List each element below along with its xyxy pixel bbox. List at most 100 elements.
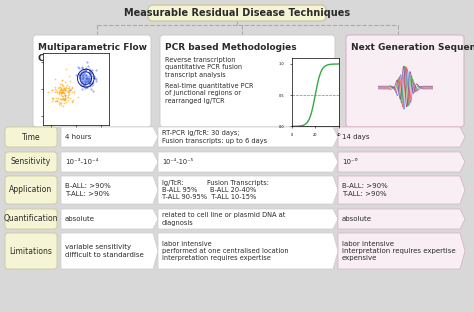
FancyBboxPatch shape	[5, 209, 57, 229]
Point	[75, 73, 82, 78]
Point	[82, 84, 90, 89]
Point	[80, 69, 88, 74]
Point	[84, 79, 91, 84]
Point	[82, 68, 90, 73]
Point	[58, 82, 65, 87]
Point	[80, 75, 87, 80]
Point	[77, 83, 84, 88]
Point	[53, 99, 61, 104]
Point	[69, 99, 76, 104]
Point	[53, 90, 60, 95]
Point	[89, 88, 97, 93]
Point	[48, 98, 55, 103]
Point	[81, 72, 89, 77]
Point	[82, 79, 90, 84]
Polygon shape	[158, 209, 338, 229]
Point	[57, 96, 65, 101]
Point	[77, 69, 85, 74]
Point	[77, 79, 84, 84]
Point	[80, 78, 88, 83]
Point	[69, 97, 76, 102]
Point	[59, 90, 67, 95]
Point	[59, 88, 67, 93]
Point	[81, 79, 89, 84]
Point	[85, 81, 93, 86]
Point	[79, 76, 86, 80]
FancyBboxPatch shape	[346, 35, 464, 127]
Polygon shape	[158, 127, 338, 147]
Point	[79, 75, 86, 80]
Point	[83, 75, 91, 80]
Text: labor intensive
performed at one centralised location
interpretation requires ex: labor intensive performed at one central…	[162, 241, 289, 261]
Point	[58, 87, 65, 92]
Point	[85, 67, 93, 72]
Point	[83, 85, 91, 90]
Polygon shape	[338, 127, 465, 147]
Polygon shape	[61, 127, 158, 147]
Point	[87, 71, 95, 76]
Point	[58, 87, 65, 92]
Text: Sensitivity: Sensitivity	[11, 158, 51, 167]
Point	[45, 90, 52, 95]
Point	[52, 98, 59, 103]
Point	[54, 96, 61, 101]
Point	[64, 89, 72, 94]
Polygon shape	[338, 176, 465, 204]
Point	[62, 93, 69, 98]
Point	[59, 97, 66, 102]
Point	[55, 85, 63, 90]
Point	[65, 88, 73, 93]
Point	[88, 81, 96, 86]
Text: B-ALL: >90%
T-ALL: >90%: B-ALL: >90% T-ALL: >90%	[65, 183, 111, 197]
Point	[57, 86, 64, 91]
Point	[78, 79, 86, 84]
Point	[56, 89, 64, 94]
Point	[80, 82, 87, 87]
Point	[61, 96, 69, 101]
Point	[61, 79, 68, 84]
Point	[78, 65, 85, 70]
Point	[82, 67, 89, 72]
Point	[82, 74, 90, 79]
Point	[61, 98, 69, 103]
Point	[60, 95, 67, 100]
Point	[58, 89, 65, 94]
Point	[68, 84, 76, 89]
Text: Reverse transcription
quantitative PCR fusion
transcript analysis: Reverse transcription quantitative PCR f…	[165, 57, 242, 78]
Point	[82, 73, 90, 78]
Point	[86, 72, 94, 77]
Polygon shape	[61, 209, 158, 229]
Text: Measurable Residual Disease Techniques: Measurable Residual Disease Techniques	[124, 8, 350, 18]
Point	[55, 88, 63, 93]
Point	[85, 76, 92, 81]
Point	[55, 101, 63, 106]
Point	[64, 89, 72, 94]
Point	[79, 72, 87, 77]
Point	[86, 77, 94, 82]
Point	[82, 81, 90, 86]
Point	[71, 90, 78, 95]
Point	[81, 85, 89, 90]
Point	[56, 88, 64, 93]
Point	[58, 89, 66, 94]
Point	[82, 75, 90, 80]
Point	[64, 82, 71, 87]
Text: 10⁻⁴-10⁻⁵: 10⁻⁴-10⁻⁵	[162, 159, 193, 165]
Point	[81, 81, 89, 86]
Point	[51, 90, 59, 95]
Point	[83, 59, 91, 64]
Point	[57, 101, 64, 106]
Point	[82, 72, 90, 77]
Point	[79, 82, 87, 87]
Point	[48, 95, 56, 100]
Point	[81, 83, 88, 88]
Point	[62, 92, 69, 97]
Point	[81, 82, 89, 87]
Text: labor intensive
interpretation requires expertise
expensive: labor intensive interpretation requires …	[342, 241, 456, 261]
Point	[62, 96, 69, 101]
Point	[86, 81, 93, 86]
Point	[56, 81, 64, 86]
Point	[83, 76, 91, 80]
Point	[89, 80, 97, 85]
Point	[65, 91, 73, 96]
